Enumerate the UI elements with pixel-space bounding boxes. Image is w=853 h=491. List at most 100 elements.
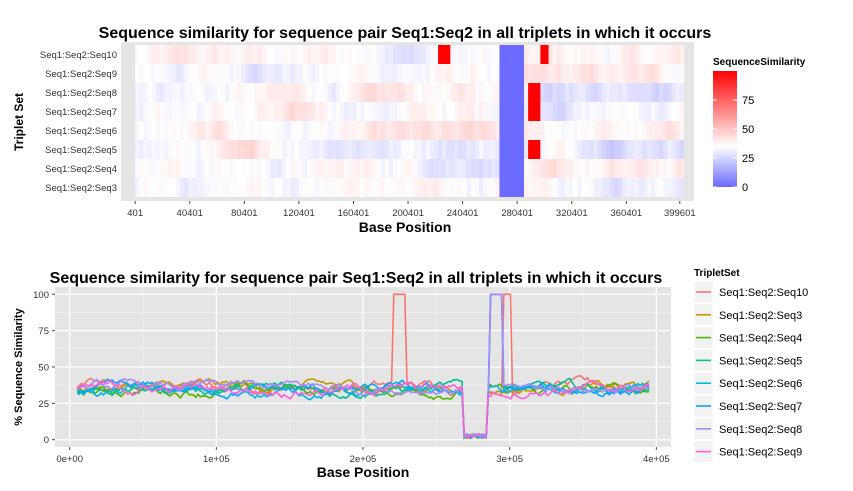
heatmap-cell [200,178,206,197]
heatmap-row-label: Seq1:Seq2:Seq7 [45,107,117,118]
heatmap-cell [646,159,652,178]
heatmap-cell [499,159,505,178]
heatmap-cell [524,83,529,102]
heatmap-x-tick-label: 360401 [610,208,642,219]
heatmap-cell [384,102,390,121]
heatmap-cell [237,83,243,102]
heatmap-cell [487,64,492,83]
heatmap-cell [409,159,414,178]
heatmap-cell [483,178,488,197]
heatmap-cell [507,140,513,159]
heatmap-cell [208,45,214,64]
heatmap-cell [413,83,419,102]
heatmap-cell [560,83,566,102]
heatmap-cell [524,121,529,140]
heatmap-cell [217,45,222,64]
heatmap-cell [564,45,570,64]
heatmap-cell [654,83,660,102]
heatmap-cell [200,140,206,159]
heatmap-cell [638,102,644,121]
heatmap-cell [270,102,275,121]
heatmap-cell [654,64,660,83]
heatmap-cell [376,83,382,102]
heatmap-cell [159,121,165,140]
heatmap-cell [180,64,185,83]
heatmap-cell [659,64,664,83]
heatmap-cell [618,121,623,140]
heatmap-cell [667,45,672,64]
heatmap-cell [237,102,243,121]
heatmap-cell [188,83,193,102]
heatmap-cell [315,45,320,64]
heatmap-cell [188,102,193,121]
heatmap-cell [503,45,509,64]
heatmap-cell [327,64,333,83]
heatmap-cell [180,45,185,64]
heatmap-cell [315,102,320,121]
heatmap-cell [478,83,484,102]
heatmap-cell [167,159,173,178]
heatmap-cell [438,83,443,102]
heatmap-cell [540,64,545,83]
heatmap-cell [364,159,369,178]
heatmap-cell [491,178,496,197]
heatmap-cell [614,83,619,102]
heatmap-cell [380,159,386,178]
heatmap-cell [581,83,586,102]
heatmap-cell [429,159,435,178]
heatmap-cell [417,45,423,64]
heatmap-cell [155,121,161,140]
heatmap-cell [646,178,652,197]
heatmap-cell [536,178,541,197]
heatmap-cell [270,140,275,159]
heatmap-cell [532,45,537,64]
heatmap-cell [601,64,607,83]
heatmap-cell [614,178,619,197]
heatmap-cell [478,64,484,83]
heatmap-cell [581,121,586,140]
heatmap-cell [245,64,251,83]
heatmap-cell [466,159,472,178]
heatmap-cell [270,45,275,64]
heatmap-cell [618,102,623,121]
heatmap-cell [192,159,198,178]
heatmap-cell [233,178,239,197]
heatmap-cell [212,83,218,102]
heatmap-cell [491,83,496,102]
heatmap-cell [577,64,582,83]
heatmap-cell [401,140,406,159]
heatmap-cell [601,102,607,121]
heatmap-cell [266,159,271,178]
heatmap-cell [667,64,672,83]
heatmap-cell [470,45,476,64]
heatmap-cell [507,45,513,64]
heatmap-cell [233,64,239,83]
heatmap-cell [679,83,685,102]
heatmap-cell [642,121,648,140]
heatmap-cell [393,140,398,159]
heatmap-cell [368,178,374,197]
heatmap-cell [298,102,304,121]
heatmap-cell [503,102,509,121]
heatmap-cell [266,45,271,64]
heatmap-cell [196,121,202,140]
heatmap-cell [630,159,636,178]
heatmap-cell [474,45,480,64]
heatmap-cell [196,64,202,83]
heatmap-cell [618,178,623,197]
heatmap-cell [413,121,419,140]
heatmap-cell [249,140,255,159]
heatmap-cell [626,140,631,159]
heatmap-cell [335,45,341,64]
heatmap-cell [327,178,333,197]
heatmap-cell [532,140,537,159]
heatmap-cell [532,102,537,121]
heatmap-cell [601,121,607,140]
heatmap-cell [618,83,623,102]
heatmap-cell [163,178,169,197]
heatmap-cell [478,178,484,197]
heatmap-cell [278,102,284,121]
heatmap-cell [675,45,681,64]
heatmap-cell [671,140,676,159]
heatmap-cell [589,140,595,159]
